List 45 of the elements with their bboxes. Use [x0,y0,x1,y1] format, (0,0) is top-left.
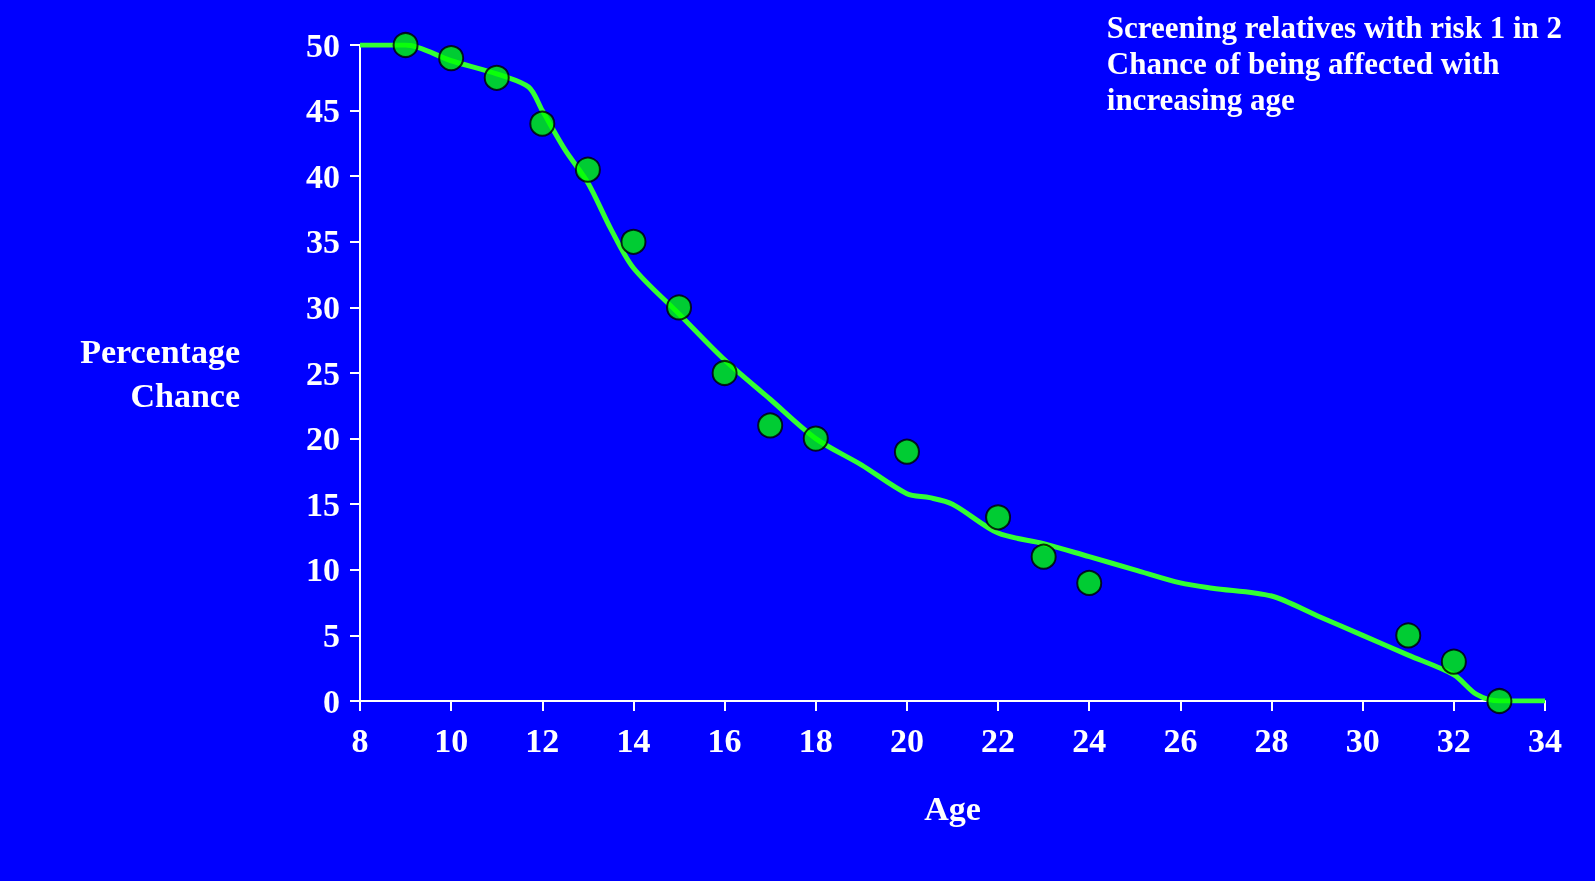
x-tick-label: 28 [1254,721,1289,759]
x-tick-label: 10 [434,721,469,759]
x-tick-label: 16 [707,721,742,759]
y-tick-label: 5 [323,616,340,654]
y-tick-label: 50 [306,26,340,64]
y-tick-label: 20 [306,420,340,458]
y-tick-label: 30 [306,288,340,326]
x-tick-label: 14 [616,721,651,759]
x-tick-label: 22 [981,721,1016,759]
point [666,294,693,321]
y-tick-label: 25 [306,354,340,392]
chart-title: Screening relatives with risk 1 in 2 Chance of being affected with increasing age [1106,9,1563,117]
y-tick-label: 10 [306,551,340,589]
x-tick-label: 34 [1528,721,1562,759]
x-tick-label: 12 [525,721,560,759]
point [438,45,465,72]
point [711,360,738,386]
x-tick-label: 8 [351,721,369,759]
y-tick-label: 40 [306,157,340,195]
x-axis-title: Age [924,789,981,827]
point [1030,543,1057,570]
y-tick-label: 15 [306,485,340,523]
x-tick-label: 26 [1163,721,1198,759]
point [985,504,1012,531]
y-axis-title: Percentage Chance [80,332,240,414]
point [529,110,556,137]
x-tick-label: 24 [1072,721,1107,759]
point [757,412,784,439]
point [1440,648,1467,675]
point [574,156,601,183]
point [483,64,510,91]
point [1486,688,1513,714]
x-tick-label: 18 [798,721,833,759]
point [1076,569,1103,596]
point [392,32,419,58]
x-tick-label: 32 [1436,721,1471,759]
y-tick-label: 45 [306,92,340,130]
x-tick-label: 30 [1345,721,1380,759]
x-tick-label: 20 [889,721,924,759]
point [802,425,829,452]
point [1395,622,1422,649]
point [893,438,920,465]
point [620,228,647,255]
y-tick-label: 35 [306,223,340,261]
y-tick-label: 0 [323,682,340,720]
